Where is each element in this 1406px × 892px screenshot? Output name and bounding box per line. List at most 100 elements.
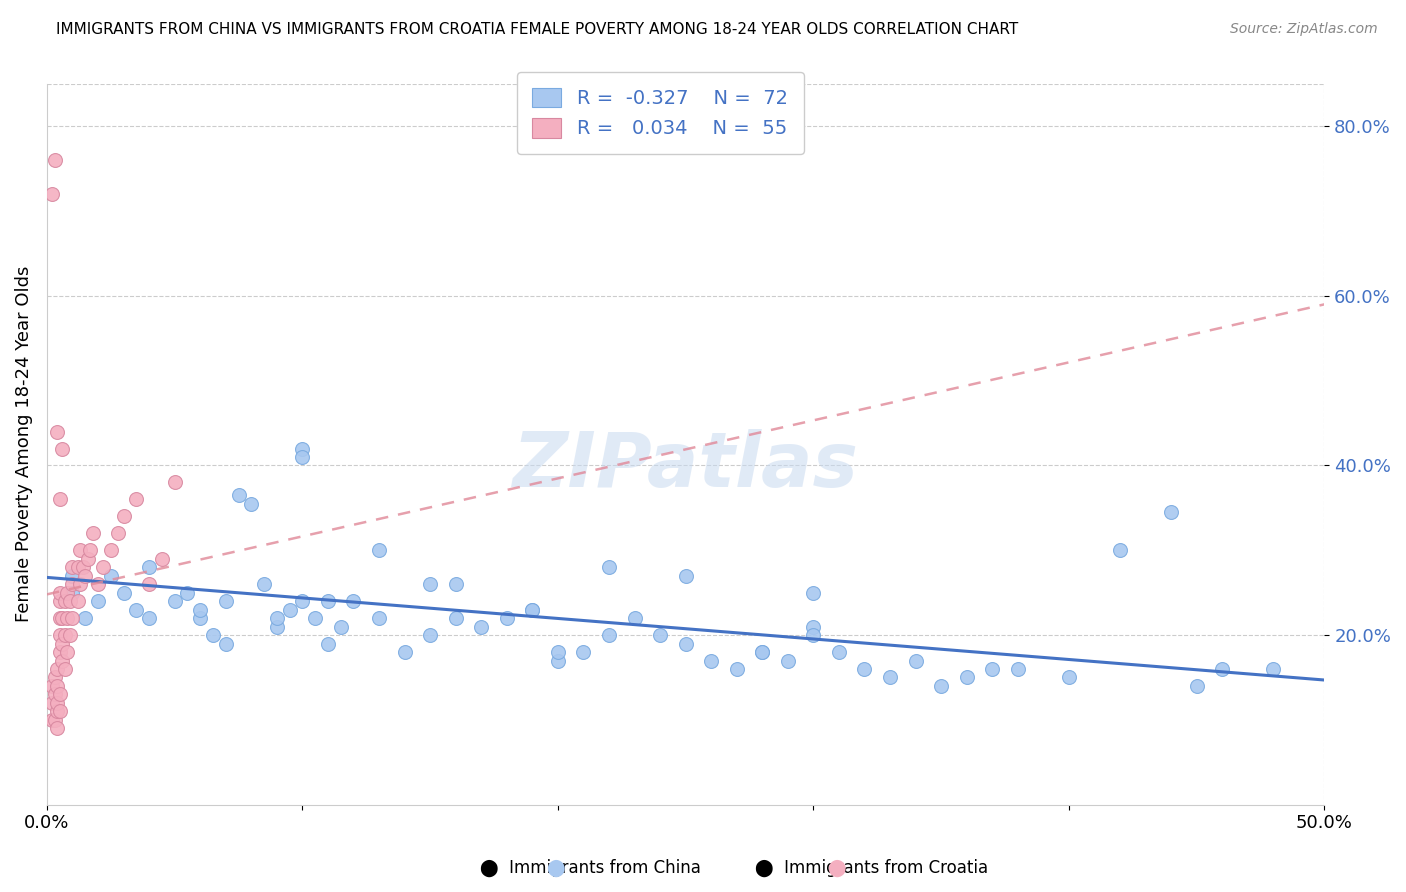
Point [904,653,927,667]
Point [125,602,148,616]
Point [48,645,70,659]
Point [419,628,441,642]
Point [316,636,339,650]
Point [828,645,851,659]
Point [598,560,620,574]
Point [66,594,89,608]
Legend: R =  -0.327    N =  72, R =   0.034    N =  55: R = -0.327 N = 72, R = 0.034 N = 55 [516,72,803,153]
Point [44,671,66,685]
Point [751,645,773,659]
Point [125,492,148,507]
Point [75,611,97,625]
Point [444,577,467,591]
Point [53,594,76,608]
Point [444,611,467,625]
Point [215,636,238,650]
Point [46,705,69,719]
Point [470,619,492,633]
Point [59,628,82,642]
Point [419,577,441,591]
Point [46,662,69,676]
Point [41,187,63,202]
Point [981,662,1004,676]
Point [853,662,876,676]
Point [44,153,66,168]
Text: Source: ZipAtlas.com: Source: ZipAtlas.com [1230,22,1378,37]
Point [53,662,76,676]
Point [62,585,84,599]
Text: ⬤  Immigrants from China: ⬤ Immigrants from China [479,858,702,877]
Point [700,653,723,667]
Point [100,543,122,558]
Point [776,653,799,667]
Point [72,560,94,574]
Point [215,594,238,608]
Point [69,543,91,558]
Point [1109,543,1132,558]
Point [547,645,569,659]
Text: IMMIGRANTS FROM CHINA VS IMMIGRANTS FROM CROATIA FEMALE POVERTY AMONG 18-24 YEAR: IMMIGRANTS FROM CHINA VS IMMIGRANTS FROM… [56,22,1018,37]
Point [51,442,73,456]
Point [291,594,314,608]
Point [62,560,84,574]
Text: ⬤  Immigrants from Croatia: ⬤ Immigrants from Croatia [755,858,988,877]
Point [107,526,129,541]
Point [46,696,69,710]
Point [266,619,288,633]
Y-axis label: Female Poverty Among 18-24 Year Olds: Female Poverty Among 18-24 Year Olds [15,266,32,623]
Point [725,662,748,676]
Point [188,602,211,616]
Point [240,497,263,511]
Point [188,611,211,625]
Point [46,722,69,736]
Point [46,425,69,439]
Point [51,611,73,625]
Point [1263,662,1285,676]
Point [69,577,91,591]
Point [51,653,73,667]
Point [1160,505,1182,519]
Point [138,560,160,574]
Point [48,492,70,507]
Point [1185,679,1208,693]
Point [278,602,301,616]
Point [803,585,825,599]
Point [316,594,339,608]
Point [879,671,901,685]
Point [394,645,416,659]
Point [48,611,70,625]
Point [51,636,73,650]
Text: ZIPatlas: ZIPatlas [513,429,859,503]
Point [1007,662,1029,676]
Point [76,551,98,566]
Point [522,602,544,616]
Point [547,653,569,667]
Point [79,543,101,558]
Point [91,560,114,574]
Point [163,594,186,608]
Point [342,594,364,608]
Point [598,628,620,642]
Point [138,611,160,625]
Point [751,645,773,659]
Point [329,619,352,633]
Point [53,628,76,642]
Point [803,628,825,642]
Point [253,577,276,591]
Point [66,560,89,574]
Point [48,585,70,599]
Point [100,568,122,582]
Point [495,611,517,625]
Point [803,619,825,633]
Point [48,688,70,702]
Point [368,611,391,625]
Point [56,645,79,659]
Point [675,568,697,582]
Point [929,679,952,693]
Point [1211,662,1233,676]
Point [46,679,69,693]
Point [291,442,314,456]
Point [956,671,979,685]
Point [59,594,82,608]
Point [623,611,645,625]
